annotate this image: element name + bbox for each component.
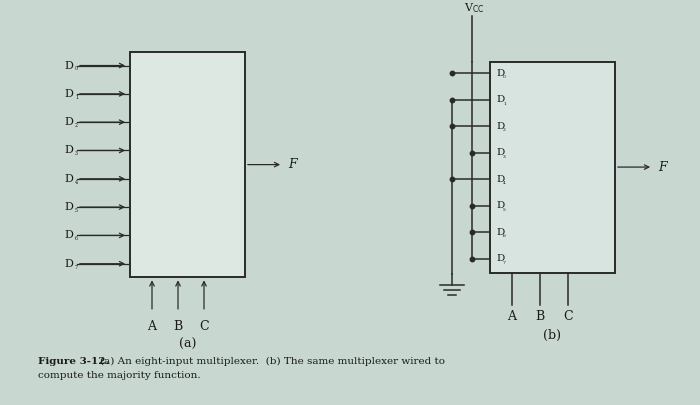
Text: D: D: [496, 122, 504, 131]
Text: A: A: [148, 320, 157, 333]
Text: ₃: ₃: [503, 152, 505, 160]
Bar: [130, 52, 245, 277]
Text: C: C: [199, 320, 209, 333]
Text: ₃: ₃: [75, 149, 78, 158]
Text: D: D: [496, 69, 504, 78]
Text: ₆: ₆: [503, 231, 505, 239]
Text: Figure 3-12.: Figure 3-12.: [38, 357, 109, 366]
Text: B: B: [536, 310, 545, 323]
Text: D: D: [64, 202, 73, 212]
Text: ₀: ₀: [75, 64, 78, 72]
Text: F: F: [658, 160, 666, 174]
Text: ₆: ₆: [75, 234, 78, 242]
Text: F: F: [288, 158, 297, 171]
Text: D: D: [496, 228, 504, 237]
Text: D: D: [64, 60, 73, 70]
Text: ₅: ₅: [75, 206, 78, 214]
Text: V$_{\mathsf{CC}}$: V$_{\mathsf{CC}}$: [463, 2, 484, 15]
Text: ₇: ₇: [75, 263, 78, 271]
Text: D: D: [64, 89, 73, 99]
Text: ₁: ₁: [503, 99, 506, 107]
Text: ₁: ₁: [75, 93, 78, 101]
Text: D: D: [64, 117, 73, 127]
Text: D: D: [496, 201, 504, 210]
Text: ₄: ₄: [503, 178, 505, 186]
Text: C: C: [564, 310, 573, 323]
Text: D: D: [496, 148, 504, 158]
Text: ₅: ₅: [503, 205, 505, 213]
Text: (a) An eight-input multiplexer.  (b) The same multiplexer wired to: (a) An eight-input multiplexer. (b) The …: [100, 357, 445, 366]
Text: B: B: [174, 320, 183, 333]
Text: D: D: [496, 175, 504, 184]
Text: D: D: [496, 254, 504, 263]
Text: D: D: [496, 95, 504, 104]
Text: ₀: ₀: [503, 72, 505, 80]
Text: ₂: ₂: [503, 125, 505, 133]
Text: (a): (a): [178, 338, 196, 351]
Text: ₄: ₄: [75, 178, 78, 186]
Text: D: D: [64, 174, 73, 184]
Text: A: A: [508, 310, 517, 323]
Text: compute the majority function.: compute the majority function.: [38, 371, 201, 379]
Text: D: D: [64, 230, 73, 241]
Text: D: D: [64, 259, 73, 269]
Text: ₂: ₂: [75, 121, 78, 129]
Text: D: D: [64, 145, 73, 156]
Text: ₇: ₇: [503, 258, 505, 266]
Text: (b): (b): [543, 329, 561, 343]
Bar: [490, 62, 615, 273]
